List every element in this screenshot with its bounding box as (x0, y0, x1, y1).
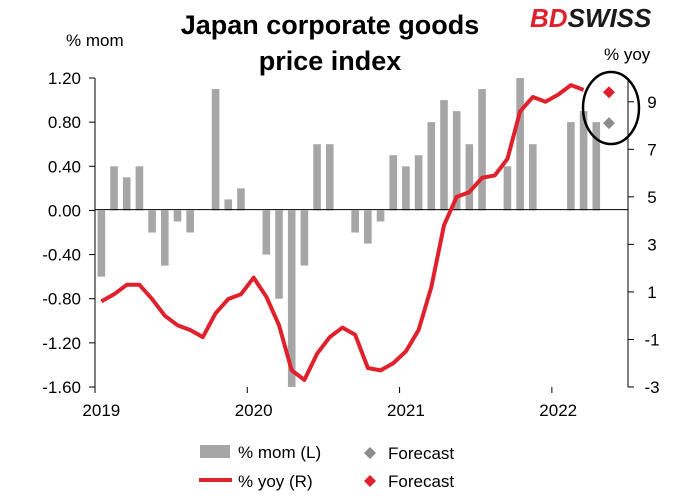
mom-bar (224, 199, 233, 211)
mom-bar (529, 144, 537, 211)
left-tick-label: 0.80 (48, 113, 81, 132)
mom-bar (351, 210, 359, 233)
forecast-mom-diamond (602, 117, 615, 130)
mom-bar (402, 166, 410, 211)
left-tick-label: -0.80 (42, 290, 81, 309)
x-tick-label: 2019 (82, 401, 120, 420)
mom-bar (173, 210, 182, 222)
right-tick-label: 5 (647, 188, 656, 207)
brand-logo-part-2: SWISS (568, 3, 652, 33)
mom-bar (160, 210, 169, 266)
legend-label-forecast-red: Forecast (388, 472, 454, 491)
mom-bar (110, 166, 118, 211)
mom-bars-layer (97, 78, 601, 387)
mom-bar (376, 210, 385, 222)
right-tick-label: 1 (647, 283, 656, 302)
forecast-highlight-ellipse (581, 70, 641, 146)
brand-logo: BDSWISS (530, 3, 652, 33)
left-tick-label: 1.20 (48, 69, 81, 88)
mom-bar (135, 166, 144, 211)
mom-bar (186, 210, 194, 233)
mom-bar (287, 210, 296, 387)
right-tick-label: -3 (644, 378, 659, 397)
left-tick-label: 0.40 (48, 157, 81, 176)
mom-bar (364, 210, 372, 244)
yoy-line (100, 83, 585, 382)
mom-bar (465, 144, 474, 211)
mom-bar (452, 111, 461, 211)
mom-bar (427, 122, 436, 211)
mom-bar (148, 210, 156, 233)
right-tick-label: 7 (647, 140, 656, 159)
left-tick-label: -0.40 (42, 246, 81, 265)
mom-bar (567, 122, 575, 211)
x-tick-label: 2020 (235, 401, 273, 420)
mom-bar (414, 155, 423, 211)
legend-label-forecast-gray: Forecast (388, 444, 454, 463)
left-axis-unit-label: % mom (66, 31, 124, 50)
right-tick-label: 3 (647, 235, 656, 254)
mom-bar (122, 177, 131, 211)
left-tick-label: -1.60 (42, 378, 81, 397)
right-axis-unit-label: % yoy (604, 45, 651, 64)
chart-title-line-2: price index (259, 46, 402, 76)
legend: % mom (L) Forecast % yoy (R) Forecast (199, 443, 454, 491)
forecast-yoy-diamond (602, 86, 615, 99)
x-tick-label: 2022 (539, 401, 577, 420)
axes-layer (94, 78, 629, 387)
legend-label-mom: % mom (L) (238, 443, 321, 462)
mom-bar (503, 166, 512, 211)
mom-bar (97, 210, 106, 277)
mom-bar (516, 78, 524, 211)
left-tick-label: -1.20 (42, 334, 81, 353)
left-tick-label: 0.00 (48, 201, 81, 220)
forecast-layer (602, 86, 615, 130)
ticks-layer: 1.20 0.80 0.40 0.00 -0.40 -0.80 -1.20 -1.60 9 7 5 3… (42, 69, 659, 420)
mom-bar (237, 188, 245, 211)
brand-logo-part-1: BD (530, 3, 568, 33)
mom-bar (275, 210, 283, 299)
legend-swatch-forecast-red (364, 475, 376, 487)
mom-bar (579, 111, 588, 211)
yoy-line-layer (100, 83, 585, 382)
mom-bar (300, 210, 309, 266)
mom-bar (478, 89, 486, 211)
mom-bar (389, 155, 398, 211)
mom-bar (262, 210, 271, 255)
mom-bar (440, 100, 448, 211)
mom-bar (325, 144, 334, 211)
mom-bar (313, 144, 321, 211)
mom-bar (211, 89, 220, 211)
legend-label-yoy: % yoy (R) (238, 472, 313, 491)
right-tick-label: 9 (647, 93, 656, 112)
legend-swatch-mom-bar (200, 445, 230, 458)
chart-title-line-1: Japan corporate goods (181, 10, 480, 40)
x-tick-label: 2021 (387, 401, 425, 420)
legend-swatch-forecast-gray (364, 447, 376, 459)
mom-bar (592, 122, 601, 211)
right-tick-label: -1 (644, 330, 659, 349)
